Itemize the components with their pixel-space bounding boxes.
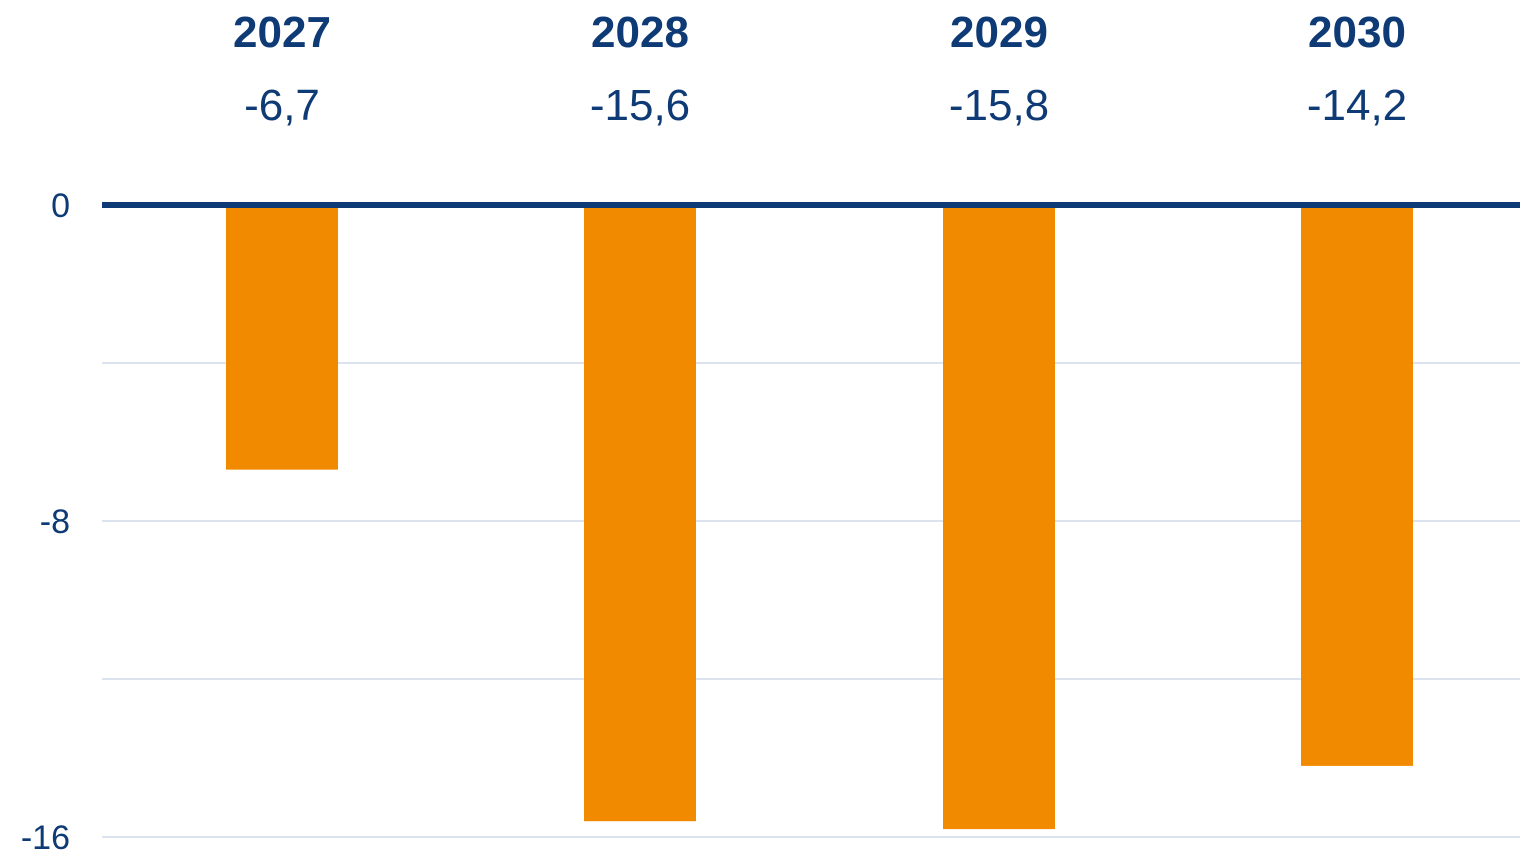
category-label-2030: 2030	[1308, 8, 1406, 57]
bar-2027	[226, 205, 338, 470]
category-label-2028: 2028	[591, 8, 689, 57]
value-label-2027: -6,7	[244, 81, 320, 130]
bar-2028	[584, 205, 696, 822]
bar-2029	[943, 205, 1055, 830]
gridlines	[102, 362, 1520, 838]
value-label-2030: -14,2	[1307, 81, 1407, 130]
y-tick-label: -8	[40, 503, 70, 541]
y-axis-ticks: 0 -8 -16	[21, 187, 70, 856]
y-tick-label: 0	[51, 187, 70, 225]
value-label-2028: -15,6	[590, 81, 690, 130]
category-label-2029: 2029	[950, 8, 1048, 57]
top-labels: 2027 -6,7 2028 -15,6 2029 -15,8 2030 -14,2	[233, 8, 1407, 130]
bars	[226, 205, 1413, 830]
bar-2030	[1301, 205, 1413, 766]
category-label-2027: 2027	[233, 8, 331, 57]
y-tick-label: -16	[21, 819, 70, 856]
value-label-2029: -15,8	[949, 81, 1049, 130]
